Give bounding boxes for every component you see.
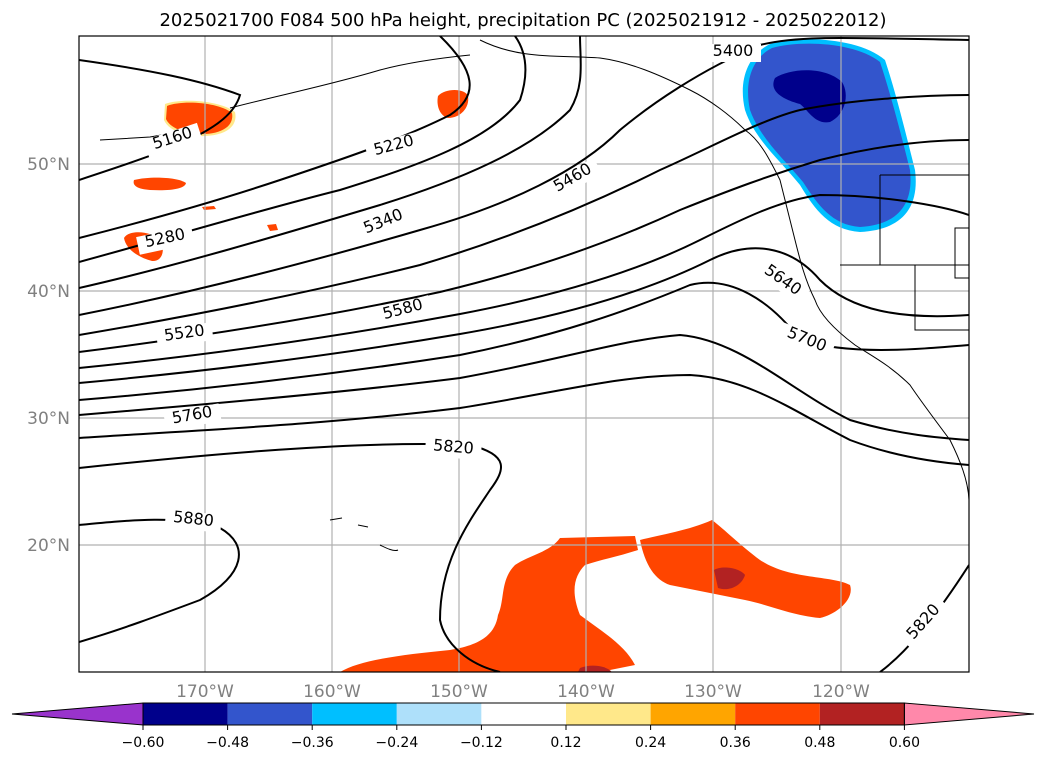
lat-label: 30°N <box>27 409 70 429</box>
colorbar-tick-label: −0.48 <box>206 735 249 751</box>
colorbar-tick-label: 0.60 <box>889 735 920 751</box>
colorbar-extend-max <box>903 702 1035 726</box>
contour-label: 5880 <box>172 507 214 530</box>
colorbar-tick-label: −0.60 <box>122 735 165 751</box>
lon-label: 130°W <box>684 682 742 702</box>
lon-label: 120°W <box>812 682 870 702</box>
colorbar-tick-label: −0.12 <box>460 735 503 751</box>
coastlines <box>99 39 969 551</box>
lon-label: 140°W <box>557 682 615 702</box>
colorbar-segment <box>650 703 736 725</box>
colorbar-tick-label: 0.12 <box>550 735 581 751</box>
map-title: 2025021700 F084 500 hPa height, precipit… <box>159 10 886 31</box>
latitude-labels: 50°N 40°N 30°N 20°N <box>27 155 70 556</box>
colorbar-extend-min <box>11 702 144 726</box>
colorbar-tick-label: −0.36 <box>291 735 334 751</box>
colorbar-tick-label: 0.24 <box>635 735 666 751</box>
colorbar-segment <box>143 703 228 725</box>
lat-label: 40°N <box>27 282 70 302</box>
map-area: 5160 5220 5280 5340 5400 5460 5520 5580 … <box>79 36 969 672</box>
colorbar-segment <box>396 703 482 725</box>
lon-label: 170°W <box>176 682 234 702</box>
contour-label: 5820 <box>432 435 474 457</box>
lon-label: 150°W <box>430 682 488 702</box>
lat-label: 20°N <box>27 536 70 556</box>
colorbar-segment <box>566 703 651 725</box>
colorbar-segment <box>735 703 820 725</box>
colorbar: −0.60 −0.48 −0.36 −0.24 −0.12 0.12 0.24 0.36 0.4… <box>11 702 1035 751</box>
colorbar-segment <box>227 703 313 725</box>
colorbar-segment <box>819 703 905 725</box>
colorbar-tick-label: 0.36 <box>720 735 751 751</box>
lat-label: 50°N <box>27 155 70 175</box>
map-frame <box>78 35 970 673</box>
lon-label: 160°W <box>303 682 361 702</box>
longitude-labels: 170°W 160°W 150°W 140°W 130°W 120°W <box>176 682 870 702</box>
colorbar-segment <box>481 703 566 725</box>
contour-label: 5400 <box>713 41 754 60</box>
colorbar-frame <box>142 702 905 726</box>
colorbar-tick-label: −0.24 <box>375 735 418 751</box>
colorbar-tick-label: 0.48 <box>804 735 835 751</box>
colorbar-segment <box>312 703 397 725</box>
precip-negative-region <box>742 39 916 232</box>
